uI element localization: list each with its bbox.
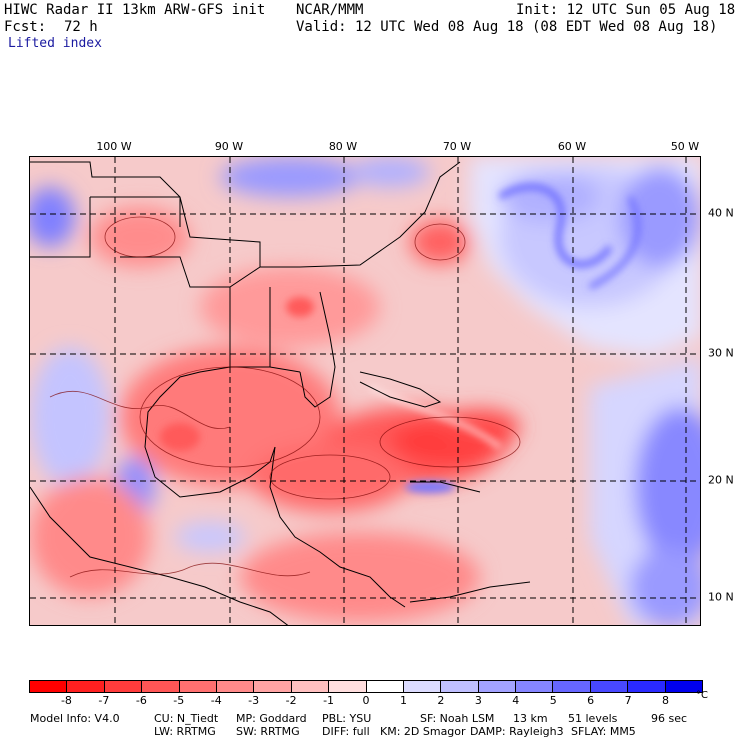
colorbar-tick-label: -4	[210, 694, 222, 707]
field-detail	[160, 184, 641, 493]
lat-label-20n: 20 N	[708, 473, 734, 487]
lifted-index-map	[29, 156, 701, 626]
footer-damp: DAMP: Rayleigh3	[470, 725, 564, 738]
coastlines	[30, 161, 531, 625]
org-label: NCAR/MMM	[296, 2, 364, 18]
colorbar-tick-label: 0	[362, 694, 370, 707]
colorbar-tick-label: 2	[437, 694, 445, 707]
footer-diff: DIFF: full	[322, 725, 370, 738]
field-name: Lifted index	[8, 36, 102, 51]
footer-sf: SF: Noah LSM	[420, 712, 495, 725]
footer-model-info: Model Info: V4.0	[30, 712, 120, 725]
colorbar-tick-label: -7	[98, 694, 110, 707]
colorbar-swatch	[402, 681, 441, 692]
lon-label-100w: 100 W	[96, 140, 132, 153]
colorbar-tick-label: 4	[512, 694, 520, 707]
footer-sw: SW: RRTMG	[236, 725, 300, 738]
colorbar-swatch	[66, 681, 104, 692]
colorbar-tick-label: 1	[399, 694, 407, 707]
colorbar-swatch	[440, 681, 478, 692]
colorbar-swatch	[215, 681, 254, 692]
colorbar-swatch	[477, 681, 516, 692]
colorbar-tick-label: -3	[248, 694, 260, 707]
footer-cu: CU: N_Tiedt	[154, 712, 219, 725]
colorbar-swatch	[365, 681, 403, 692]
lon-label-70w: 70 W	[442, 140, 472, 153]
colorbar-tick-label: 7	[624, 694, 632, 707]
colorbar-unit: °C	[696, 690, 708, 701]
footer-resolution: 13 km	[513, 712, 548, 725]
footer-mp: MP: Goddard	[236, 712, 307, 725]
colorbar-swatch	[627, 681, 665, 692]
colorbar-tick-label: 3	[474, 694, 482, 707]
lon-label-90w: 90 W	[214, 140, 244, 153]
init-time: Init: 12 UTC Sun 05 Aug 18	[516, 2, 736, 18]
model-title: HIWC Radar II 13km ARW-GFS init	[4, 2, 266, 18]
colorbar-tick-label: -5	[173, 694, 185, 707]
footer-levels: 51 levels	[568, 712, 618, 725]
colorbar-swatch	[664, 681, 703, 692]
lon-label-60w: 60 W	[557, 140, 587, 153]
colorbar-swatch	[290, 681, 329, 692]
forecast-label: Fcst:	[4, 19, 47, 35]
lat-label-40n: 40 N	[708, 206, 734, 220]
colorbar-swatch	[552, 681, 590, 692]
colorbar-swatch	[178, 681, 216, 692]
lon-label-80w: 80 W	[328, 140, 358, 153]
colorbar-tick-label: -8	[60, 694, 72, 707]
lon-label-50w: 50 W	[670, 140, 700, 153]
colorbar-tick-label: 5	[549, 694, 557, 707]
colorbar-swatch	[589, 681, 628, 692]
colorbar-swatch	[515, 681, 553, 692]
colorbar	[29, 680, 703, 693]
colorbar-tick-label: 6	[587, 694, 595, 707]
colorbar-tick-label: 8	[662, 694, 670, 707]
colorbar-swatch	[103, 681, 142, 692]
colorbar-tick-label: -6	[135, 694, 147, 707]
graticule	[30, 157, 700, 625]
colorbar-tick-label: -1	[323, 694, 335, 707]
lat-label-10n: 10 N	[708, 590, 734, 604]
forecast-hour: 72 h	[64, 19, 98, 35]
colorbar-swatch	[141, 681, 179, 692]
valid-time: Valid: 12 UTC Wed 08 Aug 18 (08 EDT Wed …	[296, 19, 718, 35]
footer-km: KM: 2D Smagor	[380, 725, 466, 738]
footer-pbl: PBL: YSU	[322, 712, 372, 725]
colorbar-tick-label: -2	[285, 694, 297, 707]
colorbar-swatch	[253, 681, 291, 692]
colorbar-swatch	[328, 681, 366, 692]
footer-timestep: 96 sec	[651, 712, 688, 725]
lat-label-30n: 30 N	[708, 346, 734, 360]
colorbar-swatch	[30, 681, 67, 692]
map-canvas	[30, 157, 700, 625]
footer-sflay: SFLAY: MM5	[571, 725, 636, 738]
footer-lw: LW: RRTMG	[154, 725, 216, 738]
